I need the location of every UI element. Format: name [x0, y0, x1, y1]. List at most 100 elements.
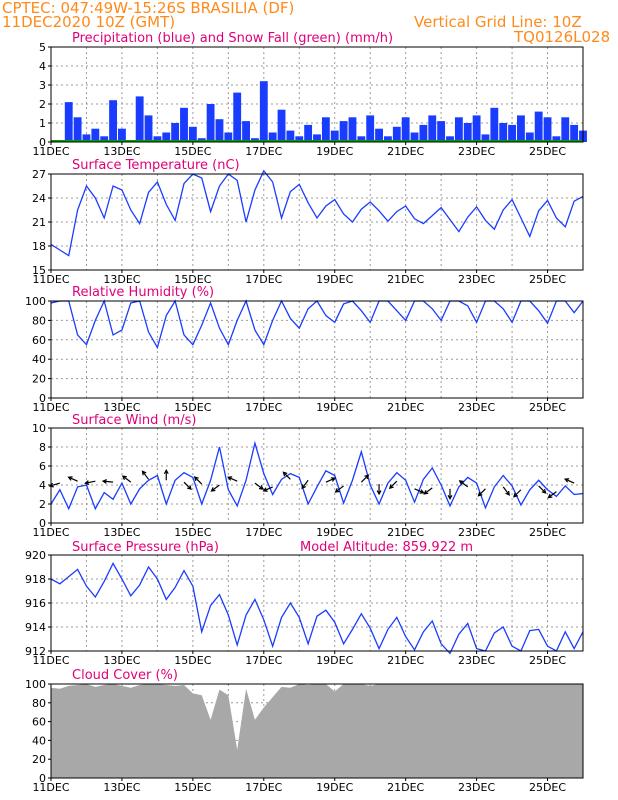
wind-arrow [282, 471, 291, 480]
precip-bar [286, 130, 295, 142]
y-tick-label: 60 [32, 334, 46, 347]
y-tick-label: 40 [32, 353, 46, 366]
panel-1 [48, 169, 584, 273]
precip-bar [392, 126, 401, 142]
y-tick-label: 916 [25, 597, 46, 610]
panel-title: Surface Temperature (nC) [72, 158, 240, 173]
precip-bar [135, 96, 144, 142]
y-tick-label: 5 [39, 41, 46, 54]
y-tick-label: 6 [39, 460, 46, 473]
precip-bar [481, 134, 490, 142]
x-tick-label: 17DEC [245, 781, 282, 794]
wind-arrow-head [541, 488, 547, 494]
y-tick-label: 4 [39, 479, 46, 492]
x-tick-label: 23DEC [458, 526, 495, 539]
precip-bar [552, 136, 561, 142]
wind-arrow-head [563, 478, 570, 483]
precip-bar [180, 107, 188, 142]
x-tick-label: 15DEC [174, 654, 211, 667]
wind-arrow-head [101, 479, 107, 484]
y-tick-label: 15 [32, 264, 46, 277]
x-tick-label: 17DEC [245, 401, 282, 414]
cloud-area [51, 684, 583, 778]
precip-bar [534, 111, 543, 142]
x-tick-label: 11DEC [32, 526, 69, 539]
x-tick-label: 23DEC [458, 781, 495, 794]
y-tick-label: 912 [25, 645, 46, 658]
panel-frame [50, 300, 584, 399]
x-tick-label: 21DEC [387, 654, 424, 667]
precip-bar [375, 128, 383, 142]
wind-arrow-head [227, 476, 233, 481]
wind-arrow-head [48, 482, 54, 488]
wind-arrow-head [547, 493, 553, 499]
y-tick-label: 100 [25, 295, 46, 308]
header-run-code: TQ0126L028 [514, 28, 611, 46]
wind-arrow [142, 470, 150, 480]
panel-frame [50, 427, 584, 524]
model-altitude-note: Model Altitude: 859.922 m [300, 540, 473, 555]
y-tick-label: 0 [39, 392, 46, 405]
x-tick-label: 21DEC [387, 145, 424, 158]
x-tick-label: 25DEC [529, 526, 566, 539]
panel-title: Relative Humidity (%) [72, 285, 214, 300]
wind-arrow-head [262, 487, 268, 492]
x-tick-label: 19DEC [316, 145, 353, 158]
wind-arrow-head [419, 489, 425, 494]
panel-3 [48, 427, 584, 526]
x-tick-label: 25DEC [529, 654, 566, 667]
x-tick-label: 19DEC [316, 401, 353, 414]
y-tick-label: 20 [32, 373, 46, 386]
precip-bar [419, 124, 428, 142]
precip-bar [508, 124, 516, 142]
precip-bar [153, 136, 162, 142]
precip-bar [162, 132, 171, 142]
x-tick-label: 21DEC [387, 401, 424, 414]
wind-arrow [68, 476, 78, 482]
wind-arrow [211, 484, 220, 492]
y-tick-label: 0 [39, 772, 46, 785]
x-tick-label: 19DEC [316, 526, 353, 539]
wind-arrow [502, 486, 510, 496]
panel-5 [48, 683, 584, 781]
wind-arrow [548, 491, 557, 499]
wind-arrow-head [334, 488, 340, 493]
x-tick-label: 11DEC [32, 145, 69, 158]
precip-bar [428, 115, 437, 142]
precip-bar [118, 128, 126, 142]
x-tick-label: 15DEC [174, 526, 211, 539]
precip-bar [64, 102, 73, 142]
precip-bar [410, 132, 419, 142]
precip-bar [233, 92, 242, 142]
x-tick-label: 23DEC [458, 654, 495, 667]
precip-bar [277, 109, 286, 142]
wind-arrow [227, 476, 238, 482]
panel-2 [48, 299, 584, 401]
wind-arrow-head [258, 485, 264, 490]
wind-arrow-head [186, 485, 192, 491]
y-tick-label: 920 [25, 549, 46, 562]
precip-bar [570, 124, 579, 142]
wind-arrow-head [477, 491, 483, 497]
precip-bar [490, 107, 499, 142]
precip-bar [109, 100, 117, 142]
wind-arrow-head [458, 480, 464, 485]
wind-arrow [49, 482, 61, 487]
wind-arrow-head [330, 477, 337, 482]
panel-0 [48, 46, 587, 145]
x-tick-label: 21DEC [387, 273, 424, 286]
x-tick-label: 13DEC [103, 401, 140, 414]
precip-bar [463, 123, 472, 142]
wind-arrow [194, 476, 203, 485]
x-tick-label: 17DEC [245, 273, 282, 286]
precip-bar [543, 117, 552, 142]
panel-4 [48, 554, 584, 655]
precip-bar [268, 132, 277, 142]
wind-arrow [513, 489, 522, 498]
y-tick-label: 40 [32, 734, 46, 747]
precip-bar [357, 136, 366, 142]
precip-bar [100, 136, 109, 142]
wind-arrow [122, 475, 132, 483]
wind-arrow-head [210, 487, 216, 492]
